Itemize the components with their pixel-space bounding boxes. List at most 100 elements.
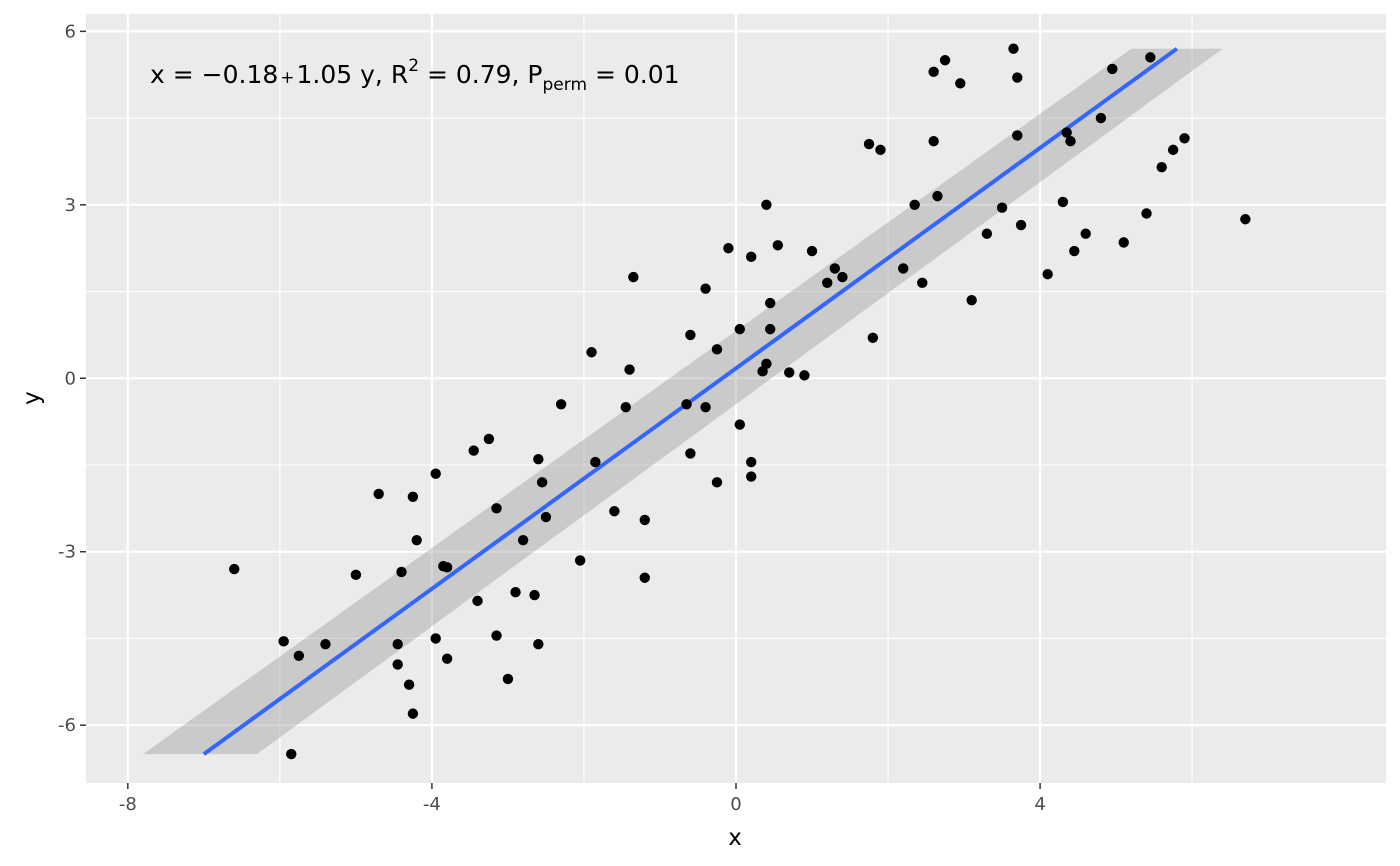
- data-point: [555, 399, 567, 410]
- equation-intercept: 0.18: [223, 60, 279, 89]
- data-point: [1240, 214, 1251, 225]
- data-point: [806, 245, 818, 257]
- data-point: [765, 297, 776, 309]
- regression-equation: x = −0.18 +1.05 y, R2 = 0.79, Pperm = 0.0…: [150, 56, 680, 95]
- data-point: [772, 240, 784, 251]
- x-tick-label: 4: [1034, 794, 1045, 815]
- data-point: [1012, 72, 1023, 83]
- data-point: [939, 55, 951, 66]
- data-point: [875, 144, 886, 156]
- data-point: [392, 639, 403, 650]
- data-point: [1065, 136, 1076, 147]
- data-point: [1145, 52, 1156, 63]
- data-point: [700, 283, 711, 294]
- x-axis-ticks: -8 -4 0 4: [119, 783, 1046, 815]
- data-point: [392, 659, 403, 670]
- data-point: [1167, 144, 1179, 156]
- data-point: [1042, 268, 1053, 280]
- data-point: [746, 251, 757, 263]
- data-point: [928, 136, 939, 147]
- data-point: [517, 534, 529, 546]
- data-point: [700, 401, 711, 413]
- y-tick-label: 3: [65, 195, 76, 216]
- data-point: [590, 456, 601, 468]
- data-point: [867, 332, 879, 343]
- data-point: [373, 488, 384, 500]
- data-point: [1061, 127, 1072, 138]
- data-point: [734, 419, 746, 430]
- data-point: [829, 263, 841, 274]
- data-point: [441, 653, 453, 664]
- data-point: [407, 491, 419, 502]
- y-tick-label: -6: [58, 715, 76, 736]
- p-value: = 0.01: [587, 60, 680, 89]
- x-tick-label: -4: [423, 794, 441, 815]
- data-point: [411, 534, 422, 546]
- data-point: [734, 323, 746, 335]
- y-tick-label: 6: [65, 21, 76, 42]
- data-point: [1008, 43, 1019, 54]
- data-point: [681, 399, 692, 410]
- data-point: [536, 477, 548, 488]
- data-point: [1107, 63, 1118, 75]
- y-tick-label: 0: [65, 368, 76, 389]
- data-point: [350, 569, 362, 581]
- data-point: [320, 639, 331, 650]
- data-point: [761, 358, 772, 370]
- data-point: [533, 639, 544, 650]
- data-point: [430, 633, 441, 644]
- data-point: [1080, 228, 1091, 239]
- y-tick-label: -3: [58, 542, 76, 563]
- data-point: [293, 650, 305, 661]
- data-point: [407, 708, 419, 719]
- data-point: [981, 228, 993, 239]
- data-point: [1095, 112, 1107, 124]
- data-point: [609, 506, 620, 517]
- data-point: [685, 329, 696, 341]
- data-point: [1057, 196, 1069, 208]
- data-point: [620, 401, 631, 413]
- data-point: [761, 199, 772, 211]
- data-point: [711, 477, 723, 488]
- r-squared-value: = 0.79, P: [419, 60, 542, 89]
- data-point: [403, 679, 415, 690]
- data-point: [765, 323, 776, 335]
- data-point: [483, 433, 495, 445]
- data-point: [1069, 245, 1080, 257]
- data-point: [540, 511, 552, 523]
- data-point: [1156, 162, 1167, 173]
- data-point: [1012, 130, 1023, 141]
- data-point: [472, 595, 483, 607]
- equation-plus-sign: +: [280, 68, 294, 88]
- data-point: [491, 630, 502, 641]
- data-point: [711, 344, 723, 355]
- equation-minus-sign: −: [202, 60, 223, 89]
- data-point: [784, 367, 795, 378]
- x-axis-title: x: [728, 825, 742, 851]
- data-point: [822, 277, 833, 289]
- data-point: [574, 555, 586, 566]
- data-point: [533, 454, 544, 465]
- data-points: [229, 43, 1251, 760]
- data-point: [278, 636, 289, 647]
- y-axis-ticks: -6 -3 0 3 6: [58, 21, 86, 736]
- data-point: [502, 673, 514, 685]
- data-point: [1141, 208, 1152, 219]
- data-point: [799, 370, 810, 381]
- data-point: [639, 572, 650, 583]
- data-point: [639, 514, 650, 526]
- data-point: [863, 138, 875, 150]
- data-point: [229, 563, 240, 575]
- data-point: [468, 445, 479, 456]
- data-point: [966, 295, 977, 306]
- data-point: [624, 364, 635, 375]
- x-tick-label: -8: [119, 794, 137, 815]
- data-point: [286, 748, 297, 760]
- data-point: [746, 471, 757, 482]
- data-point: [932, 190, 943, 202]
- data-point: [1179, 133, 1190, 144]
- data-point: [430, 468, 441, 479]
- data-point: [1118, 237, 1129, 248]
- data-point: [746, 456, 757, 468]
